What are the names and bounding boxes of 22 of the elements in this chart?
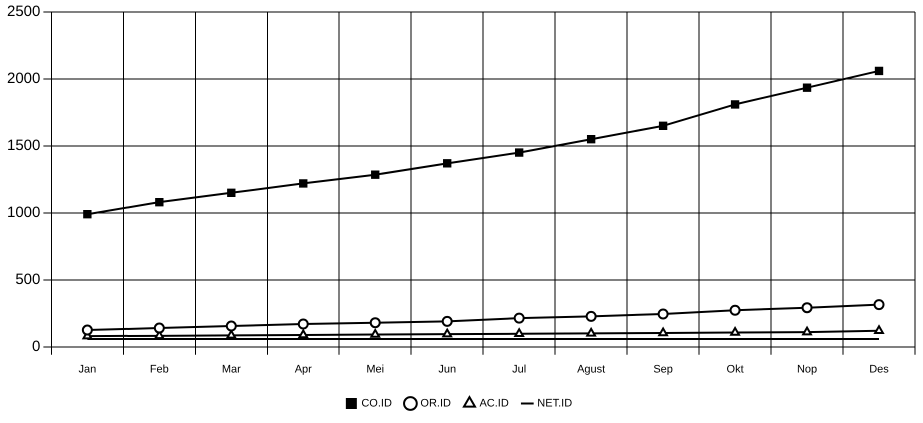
x-tick-label: Jun [438, 363, 456, 376]
legend-label: AC.ID [479, 398, 509, 410]
x-tick-label: Sep [653, 363, 673, 376]
legend-label: OR.ID [420, 398, 452, 410]
y-tick-label: 1500 [6, 137, 40, 154]
x-tick-label: Mei [366, 363, 384, 376]
x-tick-label: Feb [150, 363, 169, 376]
legend-label: NET.ID [537, 398, 572, 410]
y-tick-label: 2000 [6, 70, 40, 88]
x-tick-label: Mar [222, 363, 242, 376]
x-tick-label: Apr [294, 363, 312, 376]
y-tick-label: 0 [32, 338, 40, 355]
x-tick-label: Jan [78, 363, 96, 376]
y-tick-label: 500 [15, 270, 40, 288]
legend-label: CO.ID [361, 398, 392, 410]
x-tick-label: Agust [577, 363, 606, 376]
x-tick-label: Nop [796, 363, 818, 376]
x-tick-label: Jul [512, 363, 526, 376]
y-tick-label: 1000 [6, 204, 40, 222]
x-tick-label: Des [869, 363, 890, 376]
x-tick-label: Okt [726, 363, 744, 376]
y-tick-label: 2500 [6, 3, 40, 20]
